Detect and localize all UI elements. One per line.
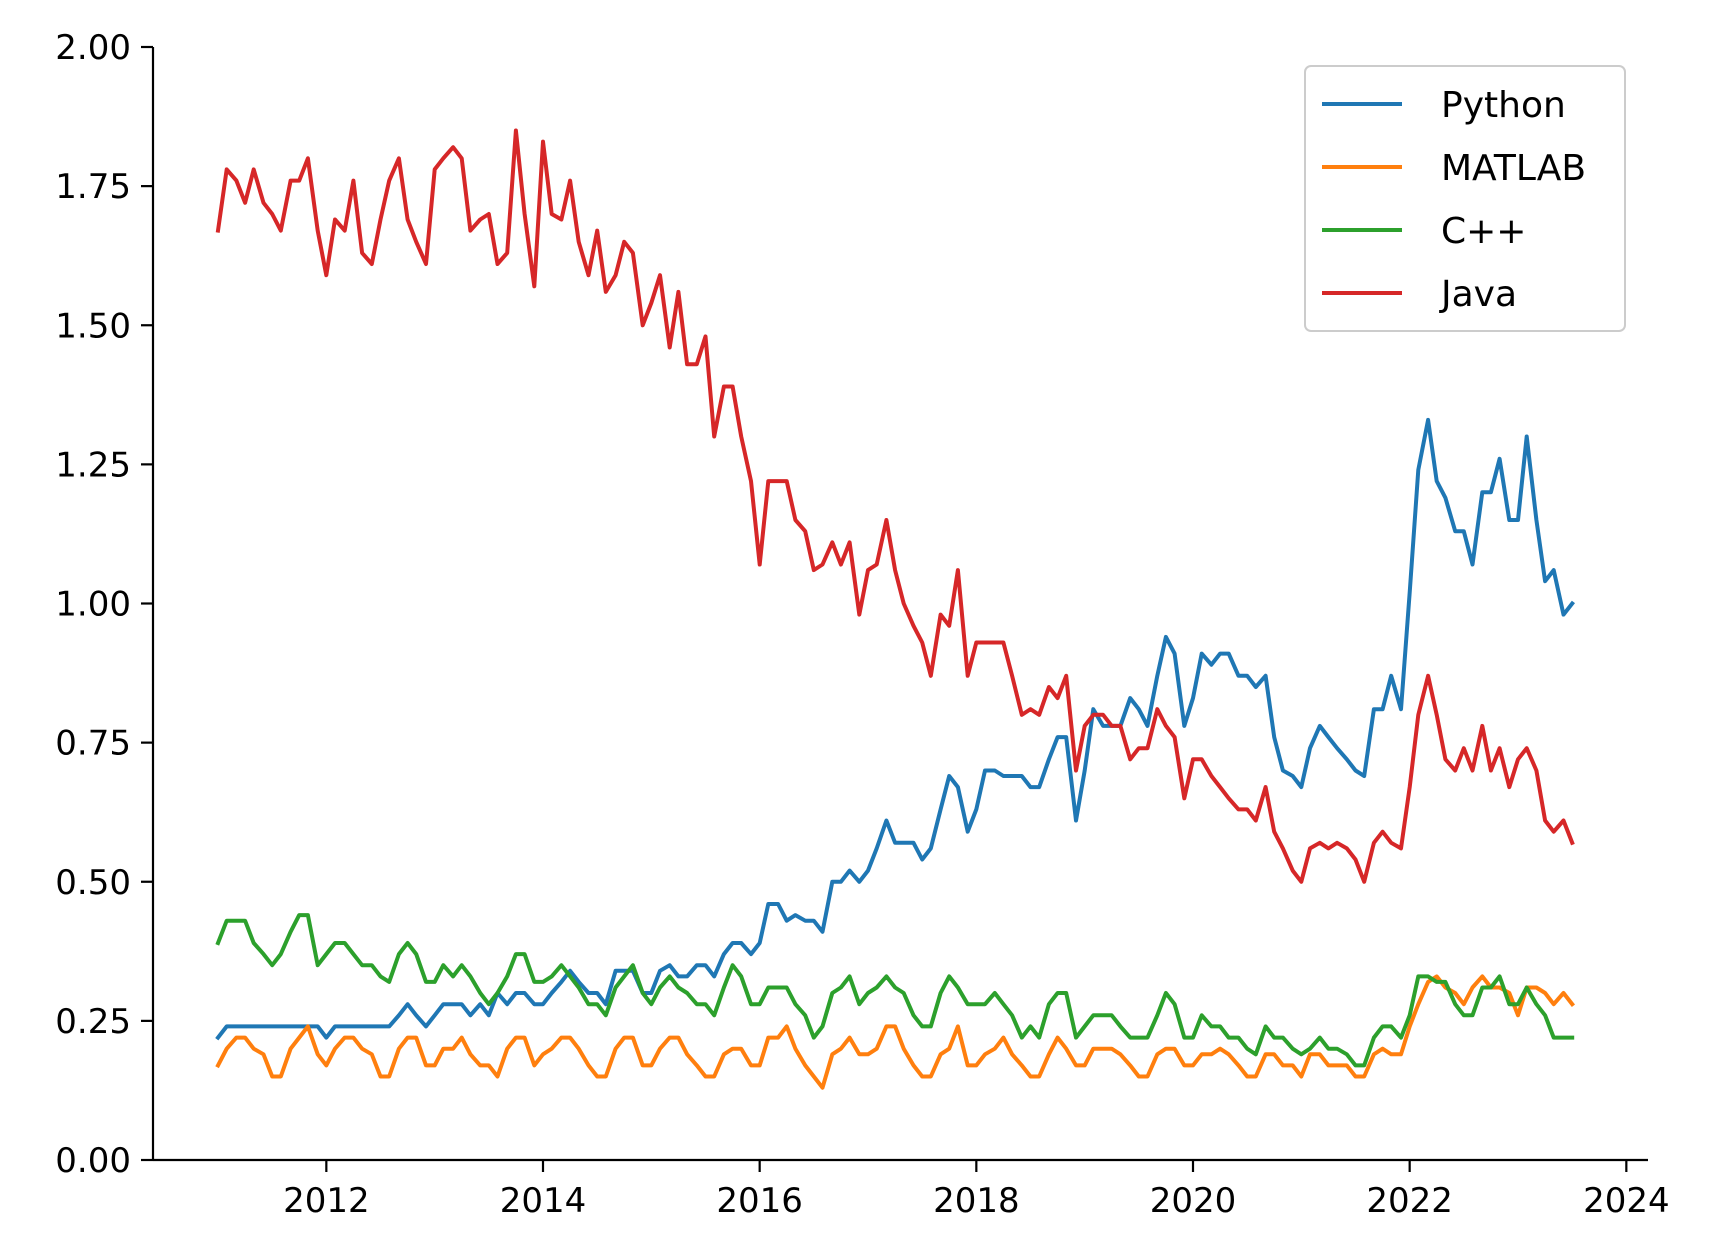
- y-tick-label: 1.25: [55, 445, 131, 485]
- series-layer: [215, 128, 1576, 1090]
- series-line-ccpp: [215, 913, 1575, 1068]
- y-tick-label: 1.00: [55, 585, 131, 625]
- x-tick-label: 2014: [500, 1181, 587, 1221]
- y-tick-label: 2.00: [55, 28, 131, 68]
- x-tick-label: 2012: [283, 1181, 370, 1221]
- legend-label-java: Java: [1439, 274, 1517, 315]
- x-tick-label: 2016: [716, 1181, 803, 1221]
- axes-layer: 0.00 0.25 0.50 0.75 1.00 1.25 1.50 1.75 2.00 2012…: [55, 28, 1669, 1221]
- series-line-python: [215, 417, 1576, 1041]
- legend: Python MATLAB C++ Java: [1304, 65, 1626, 332]
- y-tick-label: 1.50: [55, 306, 131, 346]
- x-tick-label: 2018: [933, 1181, 1020, 1221]
- y-tick-label: 0.25: [55, 1002, 131, 1042]
- legend-box: [1304, 65, 1626, 332]
- y-tick-label: 0.00: [55, 1141, 131, 1181]
- x-tick-label: 2024: [1583, 1181, 1670, 1221]
- y-tick-label: 1.75: [55, 167, 131, 207]
- y-tick-label: 0.75: [55, 724, 131, 764]
- x-tick-label: 2022: [1366, 1181, 1453, 1221]
- series-line-matlab: [215, 974, 1576, 1090]
- legend-label-python: Python: [1441, 85, 1566, 126]
- y-tick-label: 0.50: [55, 863, 131, 903]
- series-line-java: [215, 128, 1575, 884]
- x-tick-label: 2020: [1150, 1181, 1237, 1221]
- legend-label-cpp: C++: [1441, 211, 1526, 252]
- legend-label-matlab: MATLAB: [1441, 148, 1586, 189]
